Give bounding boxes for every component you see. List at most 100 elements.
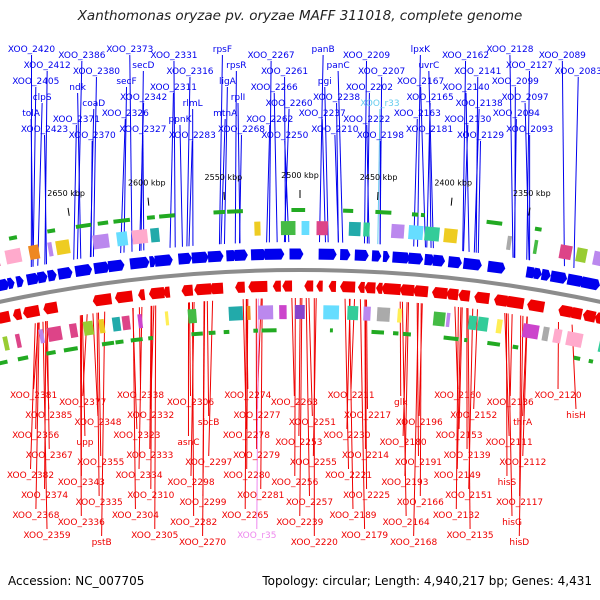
reverse-gene-label: XOO_2377	[59, 398, 106, 408]
label-leader-line	[191, 302, 195, 517]
label-leader-line	[35, 322, 40, 510]
label-leader-line	[526, 70, 530, 260]
reverse-cog-feature	[111, 316, 122, 332]
reverse-cog-feature	[495, 319, 503, 334]
reverse-cds-feature	[162, 286, 171, 298]
forward-cog-feature	[424, 226, 440, 242]
label-leader-line	[186, 76, 191, 247]
forward-gene-label: XOO_2093	[506, 125, 553, 135]
reverse-gene-label: hisD	[509, 538, 529, 548]
forward-gene-label: XOO_2097	[501, 93, 548, 103]
forward-gene-label: XOO_2371	[53, 115, 100, 125]
reverse-cds-feature	[376, 282, 383, 294]
reverse-cds-feature	[504, 295, 525, 310]
forward-cog-feature	[348, 221, 361, 237]
forward-cds-feature	[129, 256, 150, 270]
reverse-cds-feature	[138, 289, 146, 301]
forward-misc-feature	[46, 228, 56, 234]
reverse-gene-label: XOO_2193	[381, 478, 428, 488]
reverse-cog-feature	[294, 305, 305, 320]
forward-misc-feature	[291, 208, 306, 213]
forward-gene-label: XOO_2420	[8, 45, 55, 55]
reverse-misc-feature	[148, 335, 154, 341]
reverse-gene-label: XOO_2297	[185, 458, 232, 468]
forward-cog-feature	[47, 242, 54, 257]
forward-misc-feature	[343, 208, 354, 213]
reverse-gene-label: XOO_2382	[7, 471, 54, 481]
forward-misc-feature	[213, 209, 226, 215]
reverse-gene-label: XOO_2139	[443, 451, 490, 461]
reverse-cds-feature	[357, 281, 365, 293]
reverse-gene-label: XOO_2299	[179, 498, 226, 508]
forward-misc-feature	[158, 213, 175, 219]
reverse-misc-feature	[101, 340, 115, 347]
forward-gene-label: XOO_2331	[150, 51, 197, 61]
reverse-gene-label: XOO_2348	[74, 418, 121, 428]
forward-cds-feature	[107, 259, 125, 273]
reverse-gene-label: XOO_2257	[286, 498, 333, 508]
forward-misc-feature	[486, 219, 503, 226]
forward-cog-feature	[408, 225, 424, 241]
forward-cds-feature	[580, 276, 600, 291]
reverse-gene-label: XOO_2277	[233, 411, 280, 421]
forward-gene-label: XOO_2140	[442, 83, 489, 93]
label-leader-line	[473, 108, 480, 253]
tick-label: 2650 kbp	[47, 189, 85, 198]
map-title: Xanthomonas oryzae pv. oryzae MAFF 31101…	[77, 8, 523, 24]
label-leader-line	[81, 314, 86, 437]
forward-gene-label: mtnA	[213, 109, 238, 119]
reverse-cds-feature	[494, 294, 508, 307]
label-leader-line	[324, 86, 329, 243]
reverse-gene-label: XOO_2255	[290, 458, 337, 468]
label-leader-line	[37, 102, 43, 266]
tick-label: 2400 kbp	[434, 179, 472, 188]
reverse-misc-feature	[329, 328, 333, 333]
reverse-gene-label: XOO_2333	[126, 451, 173, 461]
reverse-cds-feature	[594, 312, 600, 324]
forward-gene-label: rplI	[231, 93, 246, 103]
forward-gene-label: secF	[116, 77, 136, 87]
label-leader-line	[522, 316, 528, 457]
forward-gene-label: XOO_2373	[106, 45, 153, 55]
reverse-gene-label: XOO_2152	[450, 411, 497, 421]
label-leader-line	[428, 70, 434, 249]
tick-mark	[147, 197, 150, 206]
label-leader-line	[344, 298, 350, 470]
reverse-cog-feature	[396, 308, 403, 323]
reverse-misc-feature	[261, 328, 277, 333]
accession-text: Accession: NC_007705	[8, 574, 145, 588]
reverse-cog-feature	[2, 336, 10, 351]
forward-gene-label: clpS	[33, 93, 52, 103]
forward-gene-label: XOO_2138	[456, 99, 503, 109]
forward-gene-label: XOO_2260	[265, 99, 312, 109]
reverse-gene-label: hisS	[498, 478, 517, 488]
reverse-cog-feature	[257, 305, 274, 320]
forward-gene-label: XOO_2311	[150, 83, 197, 93]
label-leader-line	[458, 307, 463, 430]
reverse-cds-feature	[364, 282, 376, 294]
reverse-cog-feature	[246, 305, 251, 321]
reverse-misc-feature	[130, 337, 143, 343]
forward-cog-feature	[0, 262, 1, 267]
forward-gene-label: XOO_2162	[442, 51, 489, 61]
label-leader-line	[507, 313, 513, 517]
label-leader-line	[298, 297, 301, 437]
label-leader-line	[123, 86, 128, 253]
forward-gene-label: XOO_2083	[555, 67, 600, 77]
reverse-gene-label: hisG	[502, 518, 522, 528]
reverse-gene-label: XOO_2180	[380, 438, 427, 448]
label-leader-line	[30, 323, 36, 470]
genome-backbone-arc	[0, 268, 600, 304]
label-leader-line	[416, 302, 419, 457]
label-leader-line	[477, 140, 482, 253]
reverse-gene-label: XOO_2214	[342, 451, 389, 461]
forward-cds-feature	[46, 269, 57, 282]
reverse-gene-label: XOO_2306	[167, 398, 214, 408]
label-leader-line	[42, 321, 48, 530]
forward-gene-label: XOO_2238	[313, 93, 360, 103]
reverse-cds-feature	[272, 280, 281, 292]
label-leader-line	[465, 92, 470, 252]
reverse-gene-label: XOO_2281	[237, 491, 284, 501]
forward-cds-feature	[25, 272, 40, 286]
forward-cog-feature	[55, 239, 71, 256]
